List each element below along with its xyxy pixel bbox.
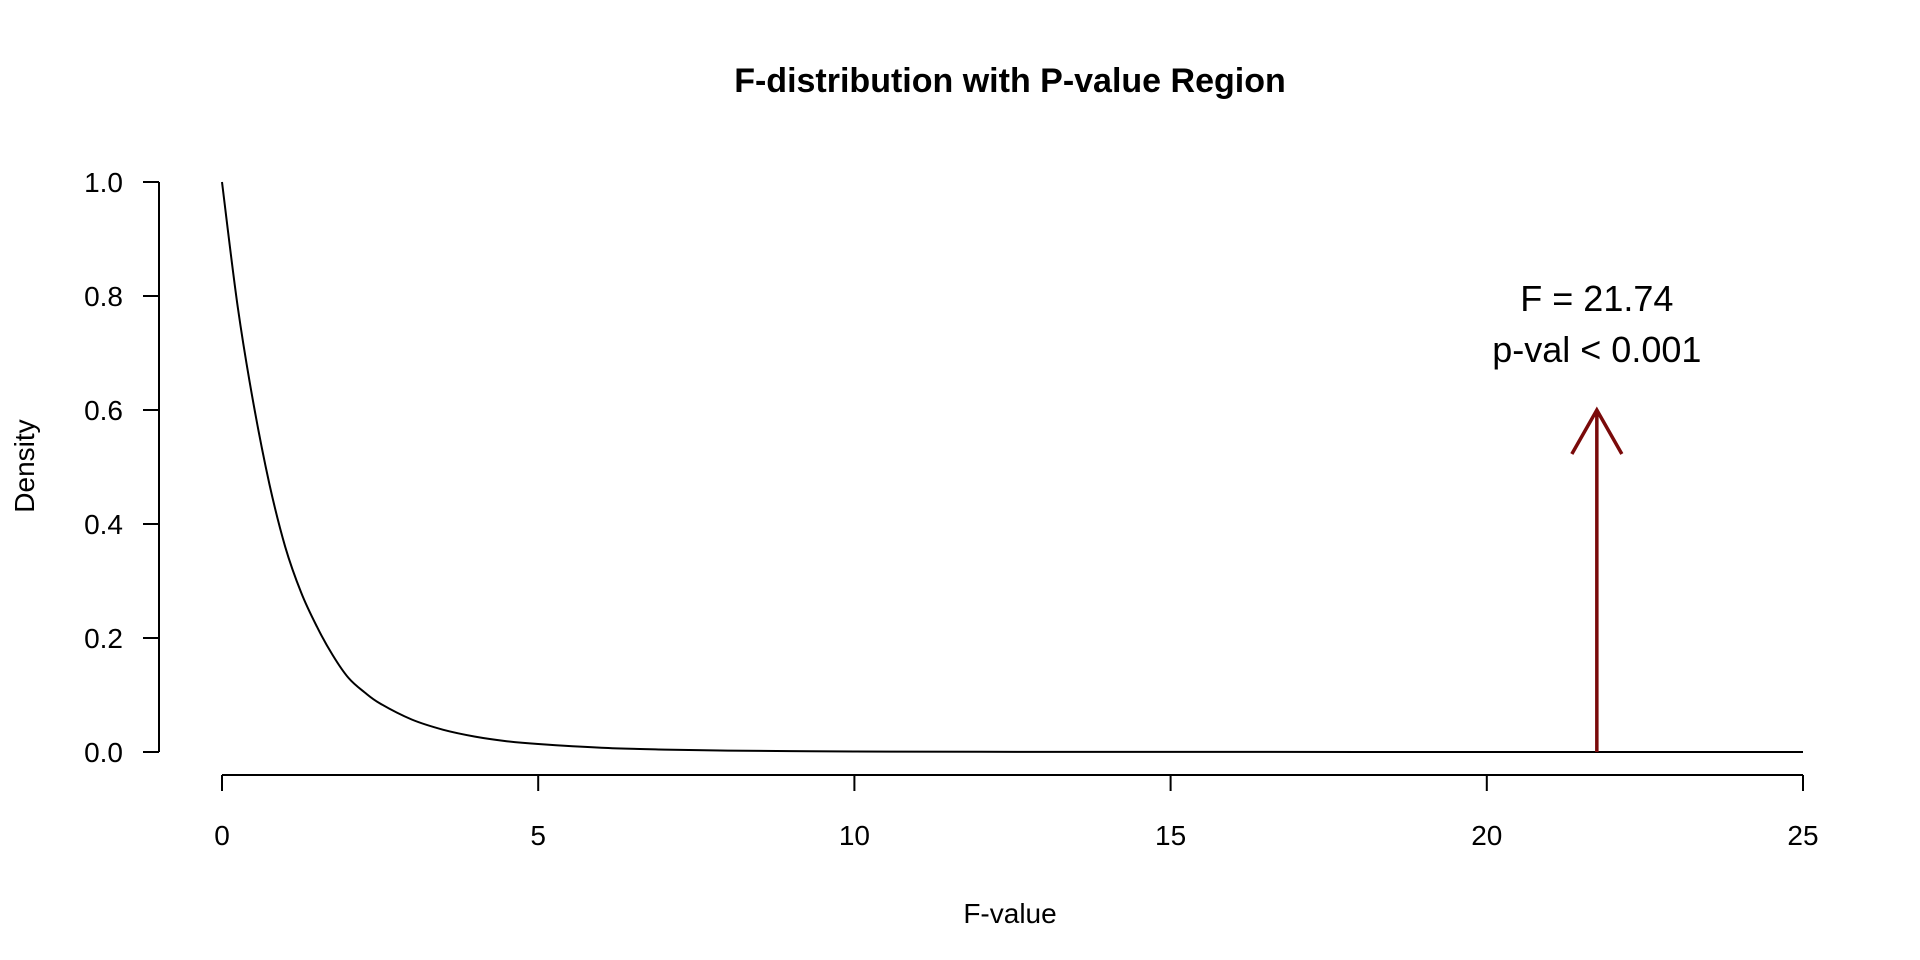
p-value-text: p-val < 0.001 [1492, 329, 1701, 370]
y-tick-label: 0.0 [84, 737, 123, 768]
y-tick-label: 0.6 [84, 395, 123, 426]
y-axis-label: Density [9, 419, 40, 512]
y-tick-label: 0.2 [84, 623, 123, 654]
x-axis: 0 5 10 15 20 25 [214, 774, 1819, 851]
x-tick-label: 5 [530, 820, 546, 851]
y-tick-label: 0.8 [84, 281, 123, 312]
f-value-arrow [1570, 406, 1624, 752]
chart-title: F-distribution with P-value Region [734, 62, 1286, 100]
y-tick-label: 0.4 [84, 509, 123, 540]
f-value-annotation: F = 21.74 p-val < 0.001 [1492, 278, 1701, 752]
x-tick-label: 25 [1787, 820, 1818, 851]
x-tick-label: 0 [214, 820, 230, 851]
f-value-text: F = 21.74 [1520, 278, 1673, 319]
y-tick-label: 1.0 [84, 167, 123, 198]
density-curve [221, 181, 1803, 754]
x-axis-label: F-value [963, 898, 1056, 929]
x-tick-label: 15 [1155, 820, 1186, 851]
x-tick-label: 10 [839, 820, 870, 851]
y-axis: 0.0 0.2 0.4 0.6 0.8 1.0 [84, 167, 160, 768]
x-tick-label: 20 [1471, 820, 1502, 851]
